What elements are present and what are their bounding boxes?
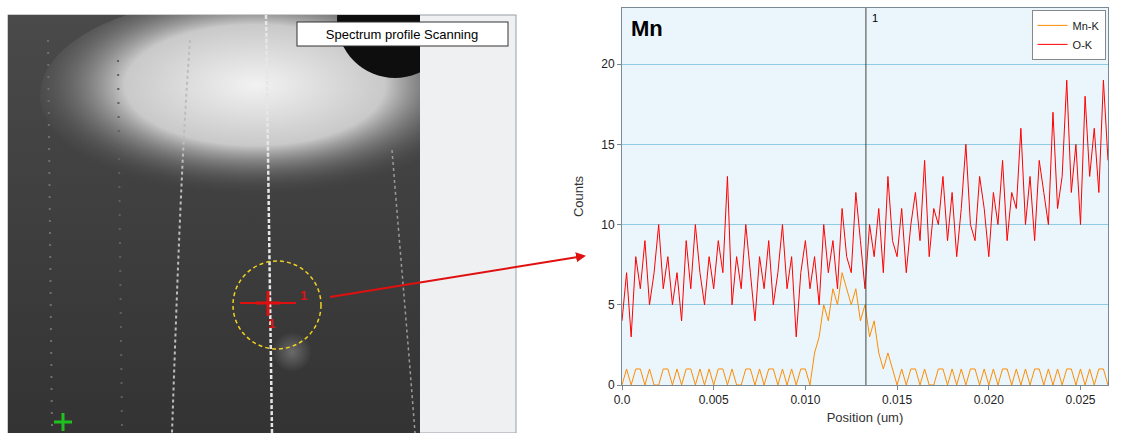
svg-text:Counts: Counts (571, 175, 586, 217)
svg-text:0.015: 0.015 (882, 393, 912, 407)
svg-text:1: 1 (300, 288, 307, 303)
svg-text:O-K: O-K (1073, 39, 1093, 51)
svg-text:Mn-K: Mn-K (1073, 20, 1100, 32)
svg-text:0.005: 0.005 (699, 393, 729, 407)
svg-text:0.025: 0.025 (1065, 393, 1095, 407)
svg-text:Mn: Mn (631, 16, 663, 41)
svg-text:10: 10 (601, 218, 615, 232)
svg-text:Spectrum profile Scanning: Spectrum profile Scanning (326, 27, 478, 42)
svg-text:0: 0 (608, 378, 615, 392)
svg-text:1: 1 (872, 12, 878, 24)
svg-text:5: 5 (608, 298, 615, 312)
svg-text:0.010: 0.010 (790, 393, 820, 407)
svg-text:20: 20 (601, 57, 615, 71)
svg-text:15: 15 (601, 138, 615, 152)
svg-text:0.020: 0.020 (974, 393, 1004, 407)
svg-text:1: 1 (268, 316, 275, 331)
svg-text:0.0: 0.0 (614, 393, 631, 407)
svg-text:Position (um): Position (um) (827, 410, 904, 425)
